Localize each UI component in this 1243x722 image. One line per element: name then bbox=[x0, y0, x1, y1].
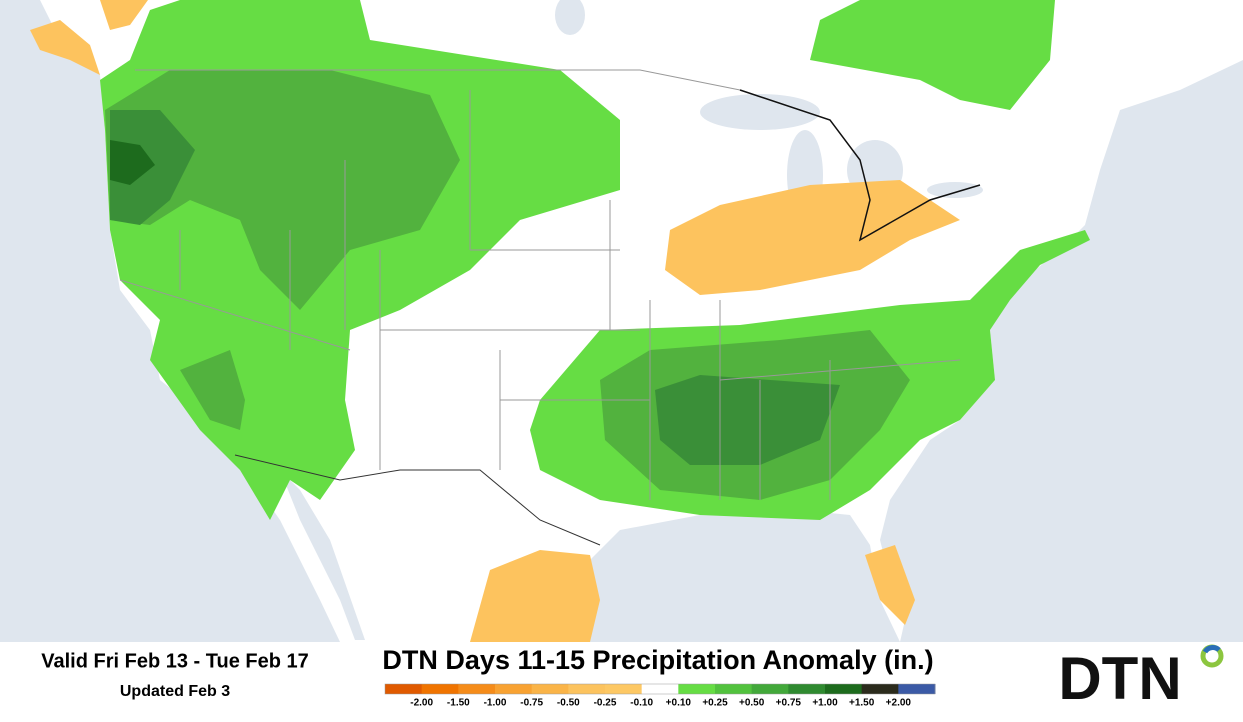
legend-swatch bbox=[568, 684, 606, 694]
legend-label: -1.00 bbox=[484, 698, 507, 709]
wet-area bbox=[180, 350, 245, 430]
dry-area bbox=[100, 0, 148, 30]
legend-swatch bbox=[421, 684, 459, 694]
atlantic bbox=[880, 60, 1243, 642]
anomaly-areas bbox=[30, 0, 1090, 642]
legend-label: -0.25 bbox=[594, 698, 617, 709]
state-border bbox=[119, 90, 961, 500]
dry-area bbox=[665, 180, 960, 295]
legend-label: +2.00 bbox=[886, 698, 912, 709]
legend-swatch bbox=[641, 684, 679, 694]
legend-swatch bbox=[495, 684, 533, 694]
gulf-california bbox=[280, 470, 365, 640]
legend-swatch bbox=[715, 684, 753, 694]
legend-label: -0.50 bbox=[557, 698, 580, 709]
footer-bg bbox=[0, 642, 1243, 722]
legend-swatch bbox=[385, 684, 423, 694]
border bbox=[234, 454, 601, 546]
wet-area bbox=[655, 375, 840, 465]
lake bbox=[927, 182, 983, 198]
legend-swatch bbox=[898, 684, 936, 694]
legend-swatch bbox=[678, 684, 716, 694]
legend-label: +0.75 bbox=[776, 698, 802, 709]
legend-label: +1.00 bbox=[812, 698, 838, 709]
legend-label: -0.10 bbox=[630, 698, 653, 709]
wet-area bbox=[105, 70, 460, 310]
legend: -2.00 -1.50 -1.00 -0.75 -0.50 -0.25 -0.10 +0.10… bbox=[384, 683, 936, 709]
border bbox=[135, 69, 741, 91]
logo-ring-accent bbox=[1202, 645, 1221, 654]
legend-label: +1.50 bbox=[849, 698, 875, 709]
border bbox=[739, 89, 981, 242]
wet-area bbox=[110, 110, 195, 225]
dry-area bbox=[865, 545, 915, 625]
map-title: DTN Days 11-15 Precipitation Anomaly (in… bbox=[382, 645, 933, 675]
legend-label: +0.50 bbox=[739, 698, 765, 709]
pacific bbox=[0, 0, 340, 642]
legend-swatch bbox=[825, 684, 863, 694]
wet-area bbox=[810, 0, 1055, 110]
wet-area bbox=[110, 140, 155, 185]
legend-swatch bbox=[751, 684, 789, 694]
lake bbox=[555, 0, 585, 35]
valid-dates: Valid Fri Feb 13 - Tue Feb 17 bbox=[41, 650, 308, 672]
logo: DTN bbox=[1058, 645, 1181, 712]
legend-swatch bbox=[605, 684, 643, 694]
borders bbox=[119, 69, 981, 546]
legend-swatch bbox=[531, 684, 569, 694]
dry-area bbox=[470, 550, 600, 642]
legend-label: -0.75 bbox=[520, 698, 543, 709]
legend-swatch bbox=[458, 684, 496, 694]
legend-label: +0.10 bbox=[666, 698, 692, 709]
legend-label: +0.25 bbox=[702, 698, 728, 709]
legend-label: -2.00 bbox=[410, 698, 433, 709]
dry-area bbox=[30, 20, 100, 75]
legend-swatch bbox=[861, 684, 899, 694]
lake bbox=[700, 94, 820, 130]
legend-frame bbox=[384, 683, 936, 695]
legend-swatch bbox=[788, 684, 826, 694]
legend-label: -1.50 bbox=[447, 698, 470, 709]
updated-date: Updated Feb 3 bbox=[120, 683, 230, 700]
